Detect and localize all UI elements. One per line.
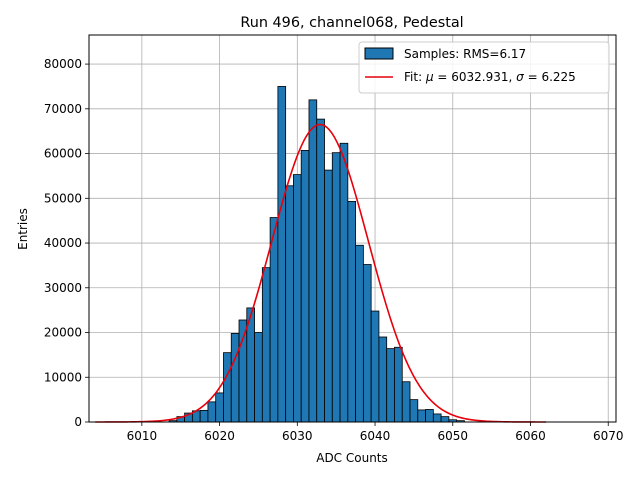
histogram-bar xyxy=(215,392,224,423)
y-tick-label: 60000 xyxy=(44,147,82,161)
histogram-bar xyxy=(207,401,217,423)
histogram-bar xyxy=(370,310,380,423)
histogram-bar xyxy=(394,346,403,423)
y-tick-label: 20000 xyxy=(44,326,82,340)
histogram-bar xyxy=(238,319,248,423)
gaussian-fit-curve xyxy=(95,123,547,423)
histogram-bar xyxy=(316,118,325,423)
legend-samples-swatch xyxy=(364,47,394,60)
legend-fit-label-rendered: Fit: μ = 6032.931, σ = 6.225 xyxy=(404,70,576,84)
histogram-bar xyxy=(417,409,426,423)
plot-frame xyxy=(88,34,617,423)
y-axis-label: Entries xyxy=(16,208,30,250)
histogram-bar xyxy=(409,399,419,423)
x-tick-label: 6030 xyxy=(282,429,313,443)
histogram-bar xyxy=(386,348,395,423)
x-tick-label: 6050 xyxy=(437,429,468,443)
x-tick-label: 6010 xyxy=(127,429,158,443)
y-tick-label: 80000 xyxy=(44,57,82,71)
histogram-bar xyxy=(347,201,357,423)
histogram-bar xyxy=(261,267,271,423)
chart-title: Run 496, channel068, Pedestal xyxy=(240,15,463,31)
histogram-bar xyxy=(425,409,434,423)
y-tick-label: 30000 xyxy=(44,281,82,295)
histogram-bar xyxy=(401,381,411,423)
histogram-bar xyxy=(277,86,287,423)
histogram-bar xyxy=(324,169,333,423)
x-tick-label: 6060 xyxy=(515,429,546,443)
histogram-bar xyxy=(331,152,341,423)
legend-box xyxy=(358,41,610,94)
histogram-bar xyxy=(223,352,232,423)
histogram-bar xyxy=(293,174,302,423)
legend: Samples: RMS=6.17 Fit: μ = 6032.931, σ =… xyxy=(358,41,610,94)
y-axis-ticks: 0 10000 20000 30000 40000 50000 60000 70000 8000… xyxy=(44,57,89,429)
histogram-bar xyxy=(432,413,442,423)
histogram-bar xyxy=(362,264,372,423)
x-tick-label: 6040 xyxy=(360,429,391,443)
histogram-bar xyxy=(230,333,240,423)
y-tick-label: 70000 xyxy=(44,102,82,116)
histogram-bars xyxy=(168,86,465,423)
x-axis-ticks: 6010 6020 6030 6040 6050 6060 6070 xyxy=(127,422,624,443)
y-tick-label: 40000 xyxy=(44,236,82,250)
x-tick-label: 6070 xyxy=(593,429,624,443)
histogram-bar xyxy=(300,150,310,423)
grid-lines xyxy=(89,35,616,423)
histogram-bar xyxy=(440,416,450,423)
histogram-bar xyxy=(355,244,364,423)
x-tick-label: 6020 xyxy=(204,429,235,443)
histogram-bar xyxy=(269,217,279,423)
y-tick-label: 0 xyxy=(74,415,82,429)
histogram-bar xyxy=(308,99,318,423)
legend-samples-label: Samples: RMS=6.17 xyxy=(404,47,526,61)
histogram-bar xyxy=(339,142,349,423)
x-axis-label: ADC Counts xyxy=(316,451,388,465)
histogram-bar xyxy=(285,185,294,423)
histogram-bar xyxy=(378,336,388,423)
y-tick-label: 10000 xyxy=(44,370,82,384)
y-tick-label: 50000 xyxy=(44,191,82,205)
histogram-bar xyxy=(254,332,263,423)
histogram-bar xyxy=(199,409,209,423)
